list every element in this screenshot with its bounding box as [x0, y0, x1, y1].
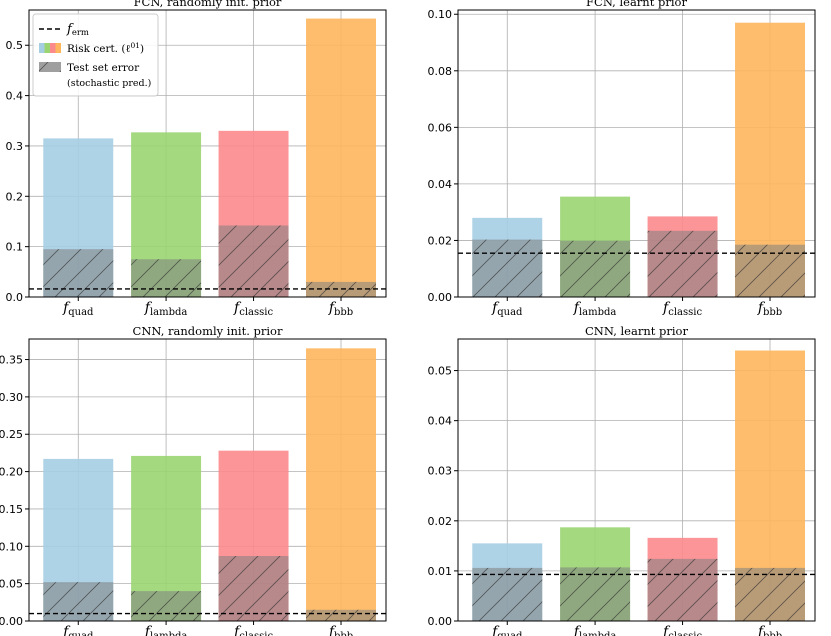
y-tick-label: 0.10 [428, 8, 453, 21]
x-tick-label: flambda [144, 624, 188, 636]
test-error-hatch [647, 230, 718, 297]
y-tick-label: 0.35 [0, 354, 23, 367]
x-tick-label: fquad [62, 300, 94, 318]
risk-cert-bar [306, 18, 377, 297]
y-tick-label: 0.04 [428, 178, 453, 191]
panel-title: CNN, randomly init. prior [133, 324, 283, 338]
panel-title: FCN, learnt prior [586, 0, 687, 9]
x-tick-label: fquad [491, 624, 523, 636]
x-tick-label: fbbb [757, 624, 782, 636]
y-tick-label: 0.00 [428, 291, 453, 304]
axes-frame [28, 9, 387, 298]
y-tick-label: 0.02 [428, 515, 453, 528]
y-tick-label: 0.20 [0, 466, 23, 479]
x-tick-label: fclassic [233, 300, 273, 318]
y-tick-label: 0.08 [428, 65, 453, 78]
test-error-hatch [647, 558, 718, 621]
test-error-hatch [735, 567, 806, 621]
test-error-hatch [472, 239, 543, 297]
legend-test-label: Test set error [67, 62, 140, 74]
legend-risk-swatch [44, 43, 50, 53]
y-tick-label: 0.15 [0, 503, 23, 516]
test-error-hatch [43, 249, 114, 297]
panel-title: CNN, learnt prior [585, 324, 688, 338]
axes-frame [457, 9, 816, 298]
y-tick-label: 0.5 [6, 39, 24, 52]
x-tick-label: flambda [144, 300, 188, 318]
test-error-hatch [218, 225, 289, 297]
panel-title: FCN, randomly init. prior [134, 0, 282, 9]
legend-risk-swatch [55, 43, 61, 53]
y-tick-label: 0.0 [6, 291, 24, 304]
legend-test-label-2: (stochastic pred.) [67, 78, 151, 89]
test-error-hatch [472, 567, 543, 621]
x-tick-label: fquad [62, 624, 94, 636]
y-tick-label: 0.1 [6, 241, 24, 254]
y-tick-label: 0.05 [0, 578, 23, 591]
y-tick-label: 0.4 [6, 90, 24, 103]
legend-test-hatch [39, 62, 61, 72]
y-tick-label: 0.01 [428, 565, 453, 578]
x-tick-label: fbbb [328, 300, 353, 318]
y-tick-label: 0.04 [428, 415, 453, 428]
y-tick-label: 0.25 [0, 428, 23, 441]
test-error-hatch [131, 591, 202, 621]
test-error-hatch [43, 582, 114, 621]
y-tick-label: 0.30 [0, 391, 23, 404]
y-tick-label: 0.03 [428, 465, 453, 478]
y-tick-label: 0.10 [0, 540, 23, 553]
chart-panel-4: CNN, learnt prior 0.00 0.01 0.02 0.03 0.04 0.0… [428, 324, 816, 636]
y-tick-label: 0.06 [428, 121, 453, 134]
test-error-hatch [131, 259, 202, 297]
y-tick-label: 0.00 [0, 615, 23, 628]
legend-erm-label: ferm [66, 22, 89, 38]
x-tick-label: flambda [573, 624, 617, 636]
x-tick-label: flambda [573, 300, 617, 318]
legend: ferm Risk cert. (ℓ01) Test set error (stoch… [32, 13, 159, 97]
test-error-hatch [218, 556, 289, 621]
y-tick-label: 0.05 [428, 365, 453, 378]
y-tick-label: 0.2 [6, 190, 24, 203]
axes-frame [457, 338, 816, 622]
y-tick-label: 0.3 [6, 140, 24, 153]
chart-panel-1: FCN, randomly init. prior 0.0 0.1 0.2 0.3 0.4… [6, 0, 387, 318]
test-error-hatch [560, 240, 631, 297]
y-tick-label: 0.00 [428, 615, 453, 628]
legend-risk-swatch [50, 43, 56, 53]
test-error-hatch [306, 609, 377, 621]
x-tick-label: fclassic [233, 624, 273, 636]
y-tick-label: 0.02 [428, 234, 453, 247]
x-tick-label: fquad [491, 300, 523, 318]
x-tick-label: fclassic [662, 624, 702, 636]
axes-frame [28, 338, 387, 622]
risk-cert-bar [306, 348, 377, 621]
x-tick-label: fbbb [328, 624, 353, 636]
legend-box [32, 13, 159, 97]
test-error-hatch [560, 567, 631, 621]
legend-risk-swatch [39, 43, 45, 53]
legend-risk-label: Risk cert. (ℓ01) [67, 41, 144, 55]
chart-panel-3: CNN, randomly init. prior 0.00 0.05 0.10 0.1… [0, 324, 387, 636]
chart-panel-2: FCN, learnt prior 0.00 0.02 0.04 0.06 0.08 0.1… [428, 0, 816, 318]
x-tick-label: fbbb [757, 300, 782, 318]
x-tick-label: fclassic [662, 300, 702, 318]
